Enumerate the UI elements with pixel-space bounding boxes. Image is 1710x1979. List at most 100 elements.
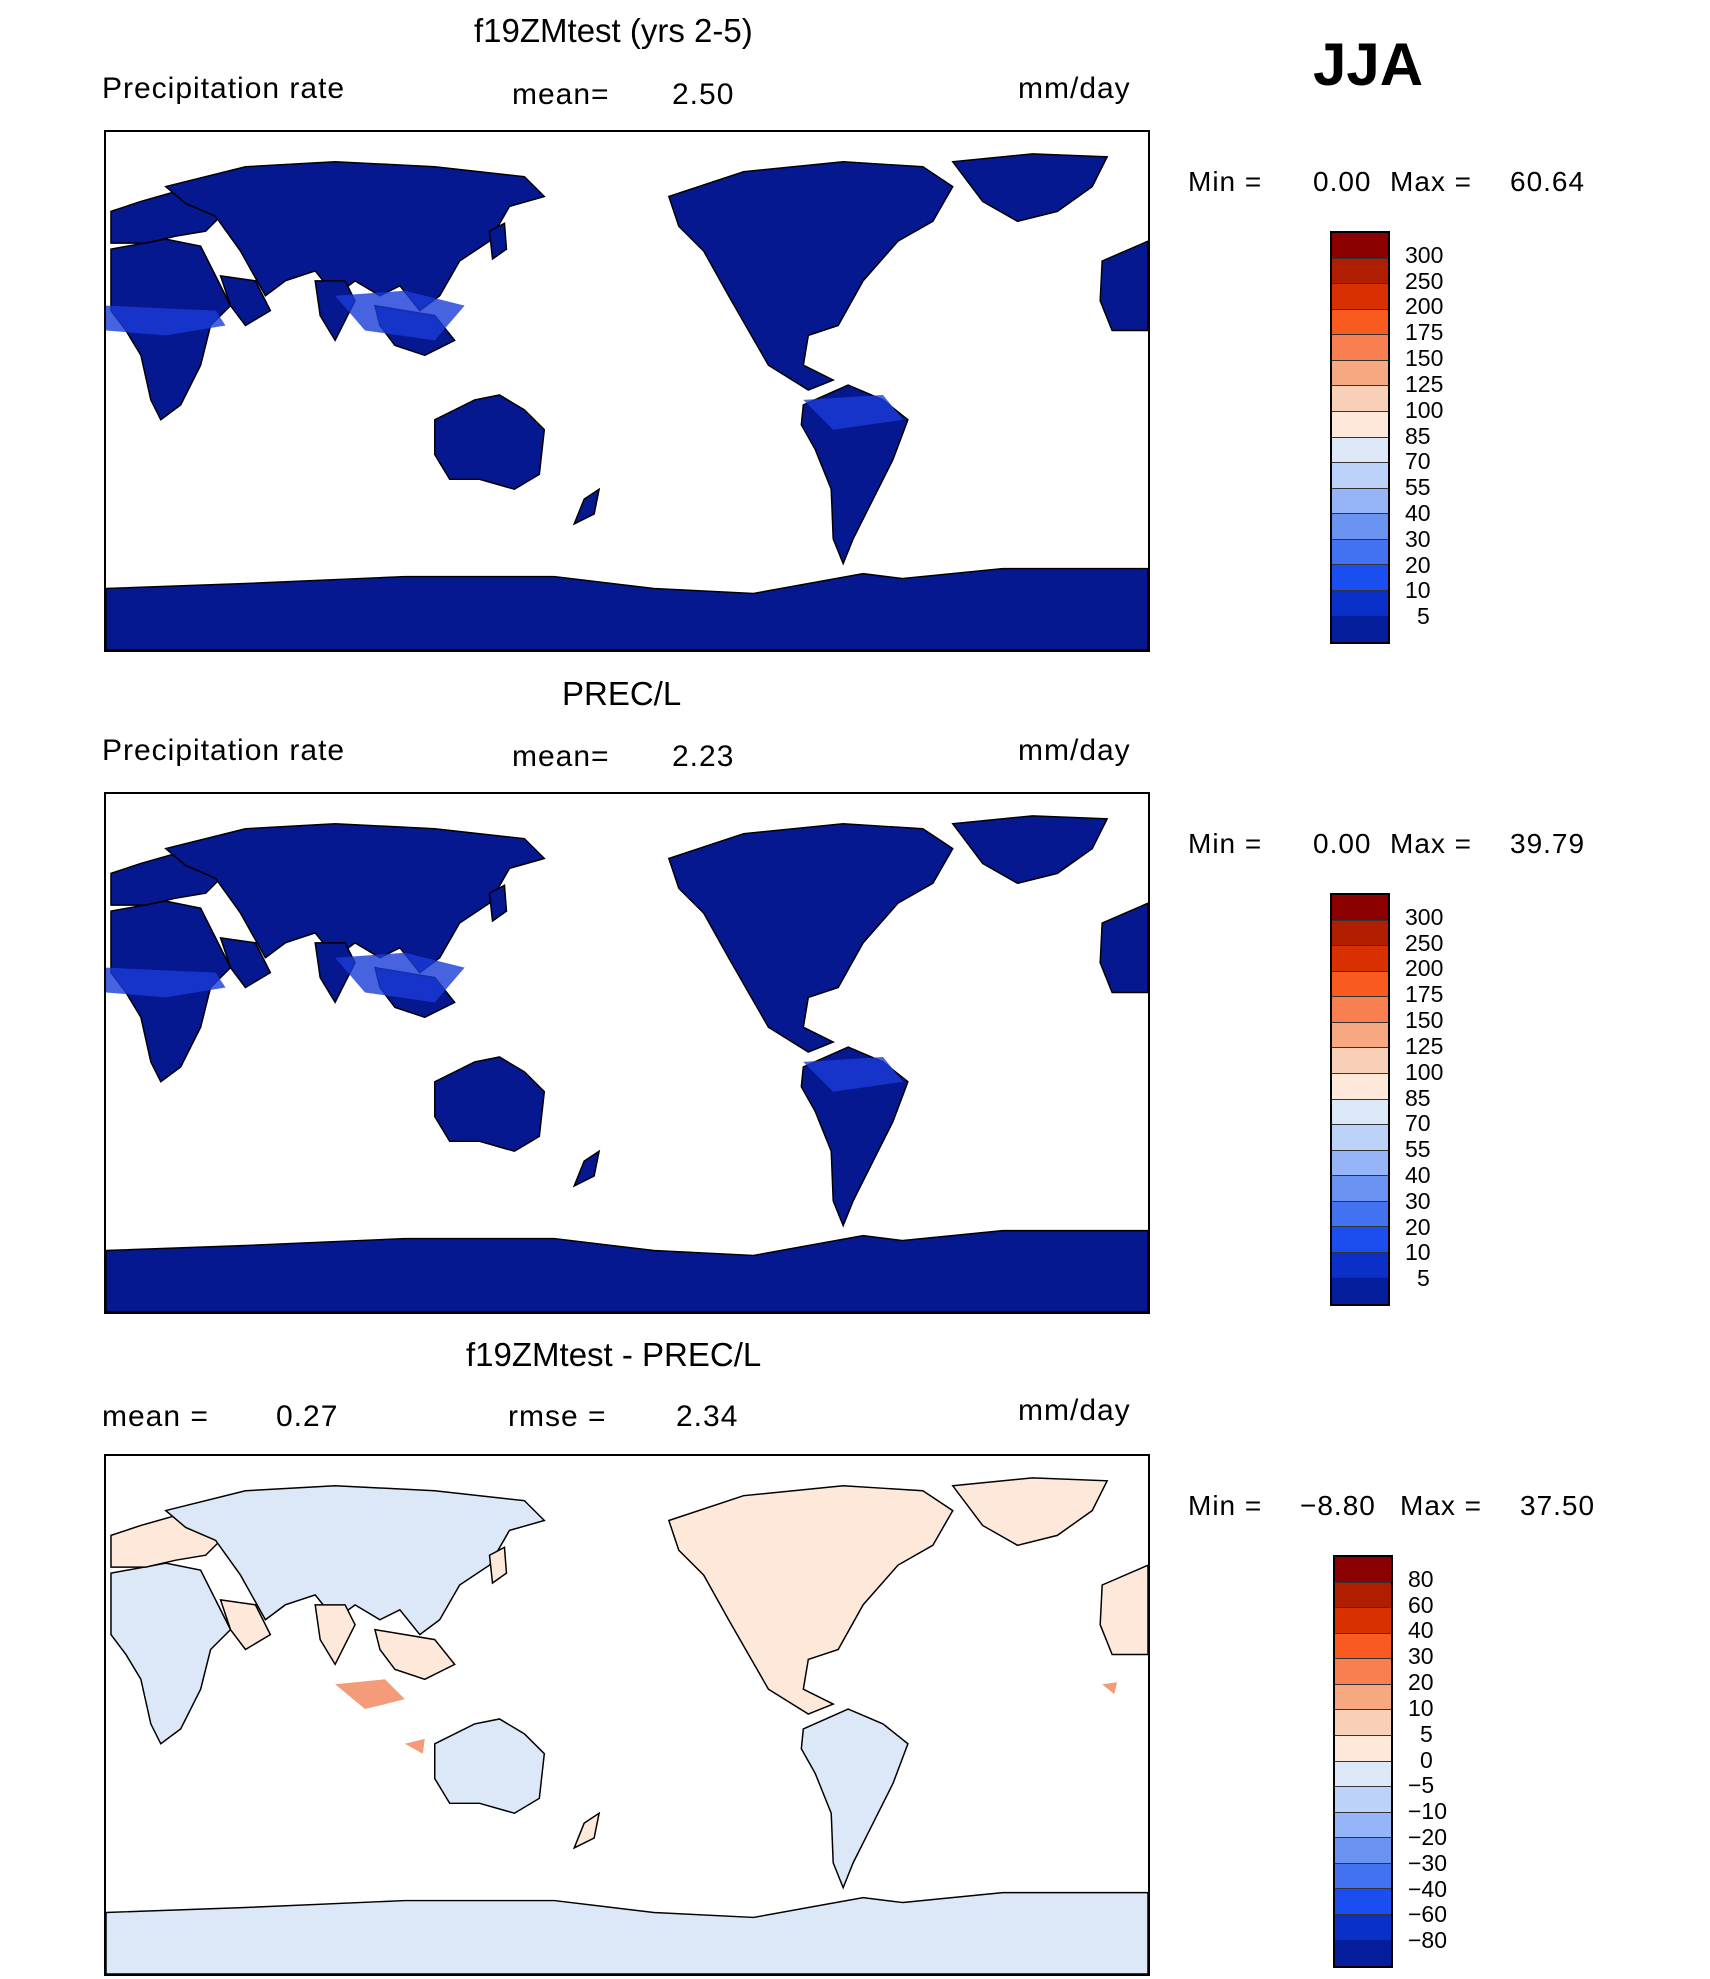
colorbar-tick-label: 125 — [1405, 1032, 1444, 1059]
panel3-colorbar-labels: 80 60 40 30 20 10 5 0 −5 −10 −20 −30 −40 −60 −80 — [1408, 1555, 1478, 1968]
colorbar-segment — [1335, 1787, 1391, 1813]
land-nz — [572, 487, 601, 526]
colorbar-tick-label: 150 — [1405, 1007, 1444, 1034]
panel1-map-svg — [106, 153, 1148, 650]
colorbar-segment — [1332, 1099, 1388, 1126]
panel2-units: mm/day — [1018, 734, 1131, 767]
land-arabia — [219, 936, 272, 989]
panel2-map-svg — [106, 815, 1148, 1312]
colorbar-tick-label: 60 — [1408, 1591, 1434, 1618]
colorbar-tick-label: 175 — [1405, 319, 1444, 346]
colorbar-tick-label: −10 — [1408, 1798, 1448, 1825]
colorbar-tick-label: 300 — [1405, 903, 1444, 930]
wet-region — [106, 967, 226, 998]
colorbar-tick-label: 80 — [1408, 1565, 1434, 1592]
colorbar-tick-label: 200 — [1405, 293, 1444, 320]
colorbar-tick-label: 10 — [1408, 1694, 1434, 1721]
colorbar-segment — [1332, 1022, 1388, 1049]
land-samerica — [800, 1708, 909, 1890]
positive-anomaly — [335, 1679, 405, 1710]
panel1-mean-label: mean= — [512, 78, 610, 111]
panel2-colorbar — [1330, 893, 1390, 1306]
panel1-min-value: 0.00 — [1313, 166, 1372, 197]
colorbar-segment — [1332, 590, 1388, 617]
colorbar-segment — [1332, 258, 1388, 285]
wet-region — [106, 305, 226, 336]
land-antarctica — [106, 1891, 1148, 1974]
panel1-colorbar-labels: 300 250 200 175 150 125 100 85 70 55 40 30 20 10 5 — [1405, 231, 1465, 644]
land-seasia — [373, 1628, 456, 1681]
colorbar-segment — [1332, 463, 1388, 489]
colorbar-tick-label: 125 — [1405, 370, 1444, 397]
colorbar-segment — [1332, 411, 1388, 438]
colorbar-segment — [1335, 1735, 1391, 1762]
colorbar-tick-label: −30 — [1408, 1849, 1448, 1876]
colorbar-segment — [1332, 1150, 1388, 1177]
colorbar-tick-label: 300 — [1405, 241, 1444, 268]
colorbar-segment — [1335, 1761, 1391, 1788]
colorbar-segment — [1335, 1633, 1391, 1660]
panel3-min-label: Min = — [1188, 1490, 1263, 1521]
panel3-units: mm/day — [1018, 1394, 1131, 1427]
colorbar-segment — [1332, 1278, 1388, 1304]
land-nz — [572, 1811, 601, 1850]
colorbar-tick-label: 250 — [1405, 929, 1444, 956]
panel1-min-label: Min = — [1188, 166, 1263, 197]
panel1-title: f19ZMtest (yrs 2-5) — [474, 12, 753, 49]
colorbar-segment — [1335, 1659, 1391, 1685]
colorbar-tick-label: 5 — [1417, 603, 1430, 630]
colorbar-tick-label: 10 — [1405, 577, 1431, 604]
panel2-mean-value: 2.23 — [672, 740, 735, 773]
panel3-max-label: Max = — [1400, 1490, 1483, 1521]
colorbar-segment — [1332, 1176, 1388, 1202]
panel1-mean-value: 2.50 — [672, 78, 735, 111]
panel2-title: PREC/L — [562, 675, 682, 712]
land-japan — [488, 222, 508, 261]
panel2-map — [104, 792, 1150, 1314]
colorbar-segment — [1335, 1684, 1391, 1711]
colorbar-segment — [1335, 1863, 1391, 1890]
land-australia — [433, 394, 546, 491]
colorbar-segment — [1332, 1048, 1388, 1074]
colorbar-tick-label: 70 — [1405, 1110, 1431, 1137]
colorbar-segment — [1335, 1838, 1391, 1864]
positive-anomaly — [1102, 1682, 1118, 1695]
colorbar-segment — [1332, 1201, 1388, 1228]
colorbar-tick-label: −40 — [1408, 1875, 1448, 1902]
colorbar-segment — [1332, 1227, 1388, 1253]
land-westafrica — [1099, 902, 1148, 994]
panel3-map-svg — [106, 1477, 1148, 1974]
colorbar-tick-label: 5 — [1417, 1265, 1430, 1292]
panel2-max-label: Max = — [1390, 828, 1473, 859]
panel3-max-value: 37.50 — [1520, 1490, 1596, 1521]
colorbar-segment — [1332, 1252, 1388, 1279]
colorbar-segment — [1332, 565, 1388, 591]
colorbar-tick-label: 100 — [1405, 396, 1444, 423]
panel2-min-label: Min = — [1188, 828, 1263, 859]
panel3-min-value: −8.80 — [1300, 1490, 1376, 1521]
colorbar-tick-label: 30 — [1405, 525, 1431, 552]
colorbar-tick-label: −60 — [1408, 1901, 1448, 1928]
land-greenland — [951, 1477, 1109, 1547]
land-nz — [572, 1149, 601, 1188]
panel2-max-value: 39.79 — [1510, 828, 1586, 859]
colorbar-tick-label: 100 — [1405, 1058, 1444, 1085]
panel1-map — [104, 130, 1150, 652]
colorbar-segment — [1332, 386, 1388, 412]
panel1-max-value: 60.64 — [1510, 166, 1586, 197]
colorbar-tick-label: 175 — [1405, 981, 1444, 1008]
land-asia — [164, 1485, 546, 1636]
land-antarctica — [106, 1229, 1148, 1312]
colorbar-tick-label: 30 — [1405, 1187, 1431, 1214]
colorbar-tick-label: 85 — [1405, 1084, 1431, 1111]
colorbar-segment — [1332, 539, 1388, 566]
panel1-variable-label: Precipitation rate — [102, 72, 346, 105]
land-greenland — [951, 815, 1109, 885]
land-australia — [433, 1718, 546, 1815]
panel3-rmse-label: rmse = — [508, 1400, 607, 1433]
colorbar-tick-label: 70 — [1405, 448, 1431, 475]
colorbar-segment — [1332, 1073, 1388, 1100]
panel2-mean-label: mean= — [512, 740, 610, 773]
panel1-units: mm/day — [1018, 72, 1131, 105]
colorbar-segment — [1332, 971, 1388, 998]
